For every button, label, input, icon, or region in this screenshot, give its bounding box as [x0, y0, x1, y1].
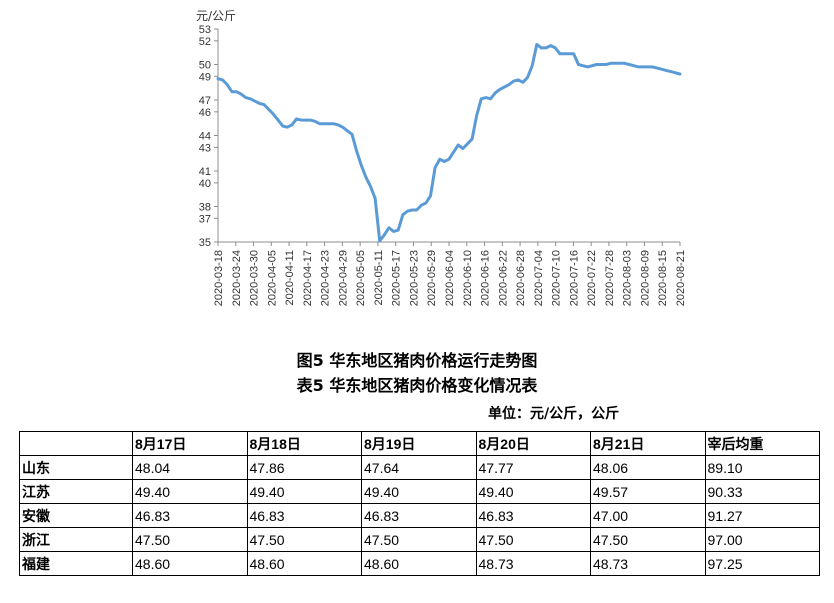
y-tick-label: 49	[199, 71, 211, 83]
x-tick-label: 2020-08-15	[657, 250, 669, 306]
x-tick-label: 2020-06-28	[515, 250, 527, 306]
table-cell: 47.77	[475, 455, 591, 480]
x-tick-label: 2020-06-04	[444, 250, 456, 306]
table-cell: 48.60	[246, 551, 362, 576]
x-tick-label: 2020-03-30	[249, 250, 261, 306]
x-tick-label: 2020-08-21	[675, 250, 687, 306]
table-cell: 90.33	[704, 479, 820, 504]
table-row: 浙江 47.50 47.50 47.50 47.50 47.50 97.00	[19, 527, 820, 552]
header-aug19: 8月19日	[361, 431, 477, 456]
x-tick-label: 2020-06-22	[497, 250, 509, 306]
table-cell: 48.73	[590, 551, 706, 576]
x-tick-label: 2020-08-09	[639, 250, 651, 306]
table-cell: 48.73	[475, 551, 591, 576]
table-cell: 46.83	[246, 503, 362, 528]
table-cell: 47.50	[246, 527, 362, 552]
unit-label: 单位：元/公斤，公斤	[488, 406, 620, 422]
x-tick-label: 2020-04-17	[302, 250, 314, 306]
x-tick-label: 2020-04-11	[284, 250, 296, 305]
table-cell: 49.40	[361, 479, 477, 504]
header-aug20: 8月20日	[475, 431, 591, 456]
table-row: 安徽 46.83 46.83 46.83 46.83 47.00 91.27	[19, 503, 820, 528]
x-tick-label: 2020-05-23	[408, 250, 420, 306]
y-tick-label: 37	[199, 213, 211, 225]
region-cell: 江苏	[19, 479, 133, 504]
x-tick-label: 2020-05-05	[355, 250, 367, 306]
region-cell: 福建	[19, 551, 133, 576]
table-cell: 48.06	[590, 455, 706, 480]
figure-caption: 图5 华东地区猪肉价格运行走势图	[296, 351, 538, 370]
table-cell: 47.50	[132, 527, 248, 552]
table-cell: 46.83	[475, 503, 591, 528]
table-header-row: 8月17日 8月18日 8月19日 8月20日 8月21日 宰后均重	[19, 431, 820, 456]
y-tick-label: 38	[199, 202, 211, 214]
region-cell: 安徽	[19, 503, 133, 528]
table-cell: 49.40	[132, 479, 248, 504]
table-row: 山东 48.04 47.86 47.64 47.77 48.06 89.10	[19, 455, 820, 480]
y-tick-label: 50	[199, 60, 211, 72]
x-tick-label: 2020-03-24	[231, 250, 243, 306]
x-tick-label: 2020-07-16	[568, 250, 580, 306]
table-cell: 47.50	[590, 527, 706, 552]
table-cell: 47.64	[361, 455, 477, 480]
header-aug21: 8月21日	[590, 431, 706, 456]
y-tick-label: 44	[199, 131, 211, 143]
x-tick-label: 2020-04-23	[320, 250, 332, 306]
y-tick-label: 52	[199, 36, 211, 48]
region-cell: 山东	[19, 455, 133, 480]
header-aug17: 8月17日	[132, 431, 248, 456]
y-axis-unit-label: 元/公斤	[196, 9, 236, 23]
x-tick-label: 2020-06-16	[480, 250, 492, 306]
table-cell: 47.50	[361, 527, 477, 552]
x-tick-label: 2020-07-10	[551, 250, 563, 306]
x-tick-label: 2020-04-29	[337, 250, 349, 306]
table-cell: 91.27	[704, 503, 820, 528]
x-tick-label: 2020-05-11	[373, 250, 385, 305]
table-cell: 47.86	[246, 455, 362, 480]
y-tick-label: 43	[199, 142, 211, 154]
y-tick-label: 46	[199, 107, 211, 119]
header-aug18: 8月18日	[246, 431, 362, 456]
x-tick-label: 2020-07-28	[604, 250, 616, 306]
table-cell: 97.25	[704, 551, 820, 576]
y-tick-label: 53	[199, 24, 211, 36]
x-tick-label: 2020-04-05	[266, 250, 278, 306]
x-tick-label: 2020-03-18	[213, 250, 225, 306]
table-cell: 49.40	[475, 479, 591, 504]
table-cell: 49.40	[246, 479, 362, 504]
x-tick-label: 2020-05-17	[391, 250, 403, 306]
x-tick-label: 2020-06-10	[462, 250, 474, 306]
table-cell: 46.83	[132, 503, 248, 528]
x-tick-label: 2020-05-29	[426, 250, 438, 306]
table-row: 江苏 49.40 49.40 49.40 49.40 49.57 90.33	[19, 479, 820, 504]
price-table: 8月17日 8月18日 8月19日 8月20日 8月21日 宰后均重 山东 48…	[19, 431, 820, 576]
table-cell: 46.83	[361, 503, 477, 528]
y-tick-label: 35	[199, 237, 211, 249]
table-cell: 89.10	[704, 455, 820, 480]
table-row: 福建 48.60 48.60 48.60 48.73 48.73 97.25	[19, 551, 820, 576]
table-cell: 48.60	[361, 551, 477, 576]
x-axis: 2020-03-18 2020-03-24 2020-03-30 2020-04-05…	[213, 241, 687, 306]
table-cell: 49.57	[590, 479, 706, 504]
header-avg-weight: 宰后均重	[704, 431, 820, 456]
y-tick-label: 47	[199, 95, 211, 107]
header-corner	[19, 431, 133, 456]
table-cell: 97.00	[704, 527, 820, 552]
region-cell: 浙江	[19, 527, 133, 552]
x-tick-label: 2020-07-04	[533, 250, 545, 306]
x-tick-label: 2020-08-03	[622, 250, 634, 306]
table-cell: 47.00	[590, 503, 706, 528]
table-cell: 47.50	[475, 527, 591, 552]
table-cell: 48.60	[132, 551, 248, 576]
y-tick-label: 41	[199, 166, 211, 178]
series-line-east-china-pork-price	[216, 42, 682, 243]
table-caption: 表5 华东地区猪肉价格变化情况表	[296, 376, 538, 395]
x-tick-label: 2020-07-22	[586, 250, 598, 306]
y-tick-label: 40	[199, 178, 211, 190]
table-cell: 48.04	[132, 455, 248, 480]
